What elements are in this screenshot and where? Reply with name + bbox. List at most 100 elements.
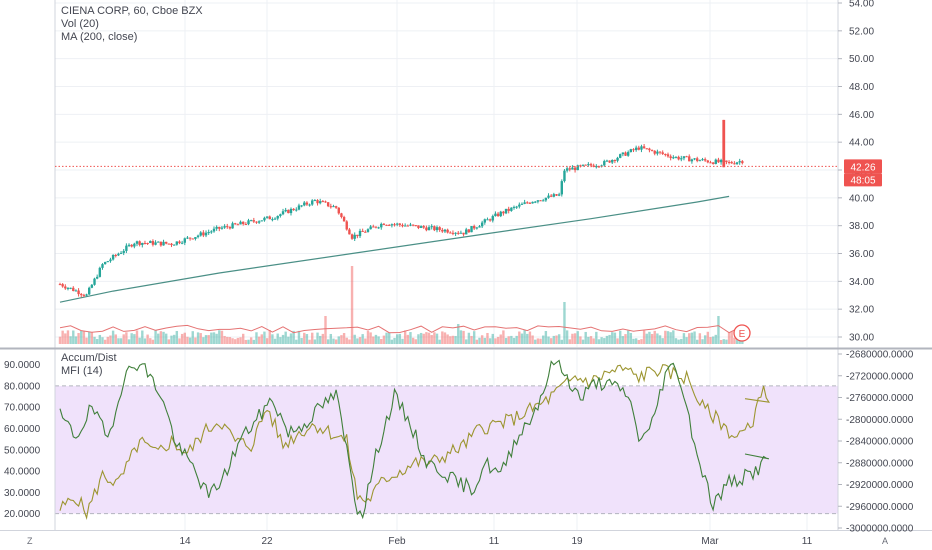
volume-bar xyxy=(536,338,540,344)
candle-body xyxy=(409,224,412,226)
volume-bar xyxy=(422,333,425,344)
candle-body xyxy=(374,226,378,228)
volume-bar xyxy=(502,330,505,344)
volume-bar xyxy=(180,333,184,344)
volume-bar xyxy=(356,338,359,344)
candle-body xyxy=(454,232,457,234)
candle-body xyxy=(199,232,202,236)
volume-bar xyxy=(603,338,606,344)
candle-body xyxy=(103,262,107,265)
candle-body xyxy=(141,242,144,245)
y-tick-label: 48.00 xyxy=(849,82,874,93)
volume-bar xyxy=(526,333,529,344)
candle-body xyxy=(701,159,704,161)
x-tick-label: Mar xyxy=(701,536,719,547)
volume-bar xyxy=(528,331,532,344)
candle-body xyxy=(634,147,638,151)
volume-bar xyxy=(82,331,86,344)
candle-body xyxy=(520,203,524,205)
volume-bar xyxy=(93,336,96,344)
candle-body xyxy=(703,159,707,161)
mfi-tick-label: 50.0000 xyxy=(4,445,41,456)
candle-body xyxy=(531,201,534,204)
volume-bar xyxy=(114,334,117,344)
volume-bar xyxy=(696,339,699,344)
volume-bar xyxy=(369,332,372,344)
symbol-title[interactable]: CIENA CORP, 60, Cboe BZX xyxy=(61,5,203,17)
volume-bar xyxy=(648,331,651,344)
auto-scale-icon[interactable]: A xyxy=(882,536,889,546)
y-axis-labels[interactable]: 30.0032.0034.0036.0038.0040.0042.0044.00… xyxy=(4,0,914,535)
accum-legend[interactable]: Accum/Dist xyxy=(61,352,117,364)
candle-body xyxy=(613,160,617,162)
candlestick-series[interactable] xyxy=(58,119,744,298)
volume-bar xyxy=(194,337,197,344)
volume-bar xyxy=(289,333,293,344)
candle-body xyxy=(603,161,606,166)
candle-body xyxy=(544,197,548,201)
candle-body xyxy=(249,220,253,222)
volume-bar xyxy=(77,333,80,344)
volume-bar xyxy=(276,333,279,344)
volume-bar xyxy=(249,337,253,344)
candle-body xyxy=(685,156,688,158)
zoom-reset-icon[interactable]: Z xyxy=(27,536,33,546)
candle-body xyxy=(228,227,232,229)
x-axis-labels[interactable]: 14 22 Feb 11 19 Mar 11 xyxy=(179,536,812,547)
main-legend: CIENA CORP, 60, Cboe BZX Vol (20) MA (20… xyxy=(61,5,203,44)
volume-bar xyxy=(234,339,237,344)
candle-body xyxy=(202,232,205,236)
volume-bar xyxy=(725,339,728,344)
candle-body xyxy=(435,227,439,231)
candle-body xyxy=(95,276,99,279)
volume-bars: E xyxy=(58,266,751,344)
volume-bar xyxy=(297,330,301,344)
earnings-marker[interactable]: E xyxy=(733,324,751,342)
candle-body xyxy=(191,238,194,240)
candle-body xyxy=(608,160,611,163)
candle-body xyxy=(698,160,702,162)
mfi-legend[interactable]: MFI (14) xyxy=(61,365,103,377)
candle-body xyxy=(398,223,402,225)
candle-body xyxy=(321,201,325,203)
candle-body xyxy=(255,221,258,223)
candle-body xyxy=(77,290,80,295)
volume-bar xyxy=(122,334,125,344)
candle-body xyxy=(82,294,86,296)
candle-body xyxy=(693,158,696,160)
candle-body xyxy=(61,284,64,287)
vol-legend[interactable]: Vol (20) xyxy=(61,18,99,30)
x-tick-label: Feb xyxy=(388,536,406,547)
candle-body xyxy=(587,164,590,166)
ma-legend[interactable]: MA (200, close) xyxy=(61,31,138,43)
volume-bar xyxy=(390,339,394,344)
candle-body xyxy=(234,223,237,225)
candle-body xyxy=(480,222,484,227)
candle-body xyxy=(653,150,656,154)
volume-bar xyxy=(395,334,399,344)
candle-body xyxy=(151,241,155,245)
volume-bar xyxy=(202,337,205,344)
candle-body xyxy=(417,225,420,228)
volume-bar xyxy=(488,338,492,344)
volume-bar xyxy=(703,335,707,344)
volume-bar xyxy=(709,337,712,344)
candle-body xyxy=(648,148,651,151)
candle-body xyxy=(571,167,574,170)
volume-bar xyxy=(125,332,128,344)
volume-bar xyxy=(462,330,465,344)
candle-body xyxy=(619,154,622,158)
volume-bar xyxy=(690,332,694,344)
candle-body xyxy=(329,206,333,208)
candle-body xyxy=(491,216,494,221)
candle-body xyxy=(334,206,338,208)
candle-body xyxy=(658,151,662,153)
ad-tick-label: -2760000.0000 xyxy=(846,393,914,404)
candle-body xyxy=(449,232,452,234)
volume-bar xyxy=(90,331,94,344)
candle-body xyxy=(425,227,428,231)
candle-body xyxy=(308,204,311,206)
volume-bar xyxy=(446,334,449,344)
ad-tick-label: -2720000.0000 xyxy=(846,371,914,382)
